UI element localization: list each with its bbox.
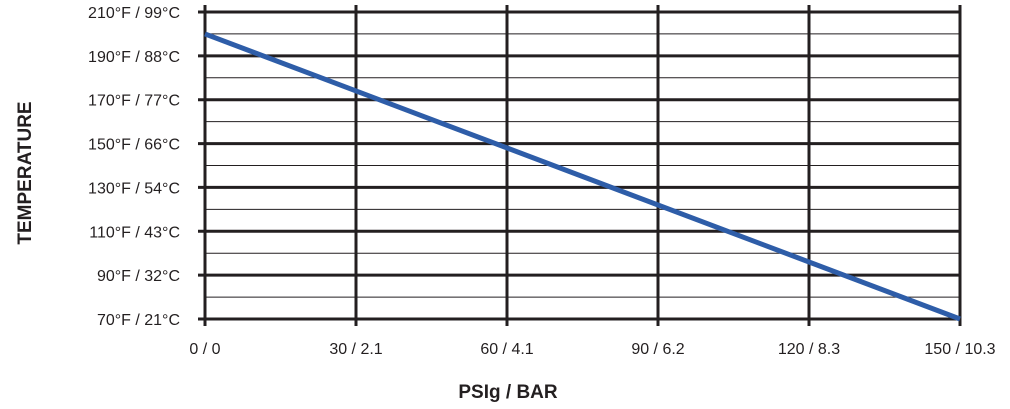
- y-tick-label: 90°F / 32°C: [97, 268, 180, 285]
- x-tick-label: 60 / 4.1: [480, 341, 533, 358]
- x-tick-label: 30 / 2.1: [329, 341, 382, 358]
- y-tick-label: 130°F / 54°C: [88, 180, 180, 197]
- major-grid: [198, 5, 962, 326]
- y-tick-label: 110°F / 43°C: [89, 224, 180, 241]
- series-line: [204, 31, 961, 322]
- x-tick-label: 0 / 0: [189, 341, 220, 358]
- y-axis-title: TEMPERATURE: [15, 101, 36, 244]
- minor-grid: [205, 33, 960, 298]
- y-tick-label: 210°F / 99°C: [88, 5, 180, 22]
- y-tick-label: 170°F / 77°C: [88, 93, 180, 110]
- y-tick-label: 70°F / 21°C: [97, 312, 180, 329]
- x-tick-label: 120 / 8.3: [778, 341, 840, 358]
- y-tick-labels: 70°F / 21°C 90°F / 32°C 110°F / 43°C 130°F …: [88, 5, 180, 329]
- x-tick-label: 150 / 10.3: [924, 341, 995, 358]
- x-tick-label: 90 / 6.2: [631, 341, 684, 358]
- y-tick-label: 190°F / 88°C: [88, 49, 180, 66]
- x-axis-title: PSIg / BAR: [458, 382, 558, 403]
- series-layer: [204, 31, 961, 322]
- y-tick-label: 150°F / 66°C: [88, 137, 180, 154]
- x-tick-labels: 0 / 0 30 / 2.1 60 / 4.1 90 / 6.2 120 / 8.3 15…: [189, 341, 995, 358]
